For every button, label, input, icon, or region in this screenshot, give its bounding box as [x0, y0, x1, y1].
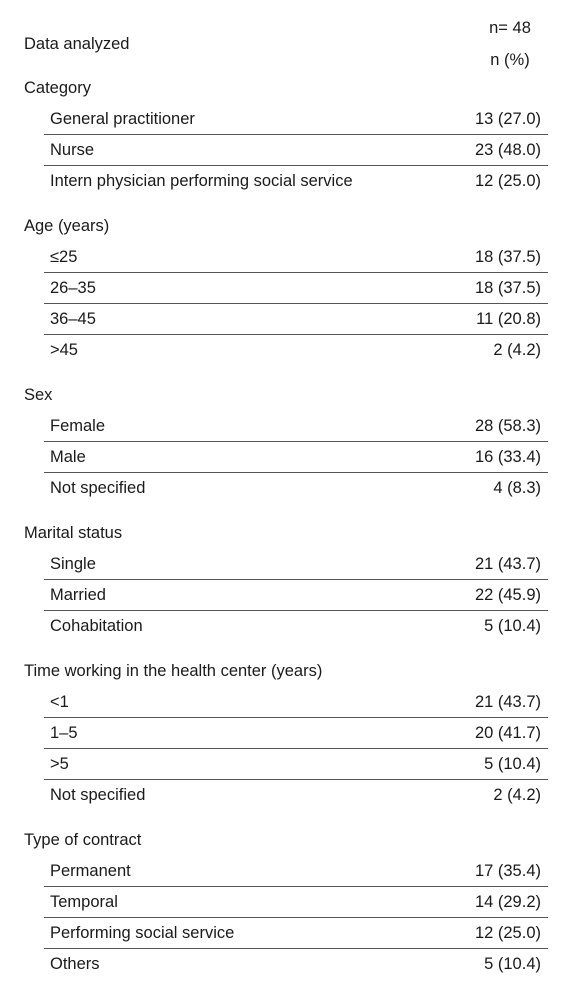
row-label: Performing social service	[50, 924, 235, 942]
row-value: 12 (25.0)	[474, 924, 541, 942]
row-label: Cohabitation	[50, 617, 143, 635]
row-value: 5 (10.4)	[484, 955, 541, 973]
row-divider	[44, 886, 548, 887]
row-value: 5 (10.4)	[484, 755, 541, 773]
row-divider	[44, 948, 548, 949]
row-value: 28 (58.3)	[474, 417, 541, 435]
row-label: 36–45	[50, 310, 96, 328]
row-divider	[44, 579, 548, 580]
row-divider	[44, 748, 548, 749]
row-value: 20 (41.7)	[474, 724, 541, 742]
row-divider	[44, 334, 548, 335]
group-title: Age (years)	[24, 217, 110, 235]
row-value: 18 (37.5)	[474, 248, 541, 266]
row-divider	[44, 165, 548, 166]
row-label: Not specified	[50, 479, 146, 497]
row-label: General practitioner	[50, 110, 195, 128]
row-value: 2 (4.2)	[493, 341, 541, 359]
row-divider	[44, 441, 548, 442]
row-label: 26–35	[50, 279, 96, 297]
row-divider	[44, 610, 548, 611]
row-label: Married	[50, 586, 106, 604]
row-value: 4 (8.3)	[493, 479, 541, 497]
row-divider	[44, 917, 548, 918]
row-value: 2 (4.2)	[493, 786, 541, 804]
row-divider	[44, 779, 548, 780]
row-divider	[44, 717, 548, 718]
row-label: >5	[50, 755, 69, 773]
row-label: Intern physician performing social servi…	[50, 172, 353, 190]
row-label: 1–5	[50, 724, 78, 742]
row-value: 16 (33.4)	[474, 448, 541, 466]
row-value: 13 (27.0)	[474, 110, 541, 128]
row-label: <1	[50, 693, 69, 711]
row-value: 5 (10.4)	[484, 617, 541, 635]
row-divider	[44, 272, 548, 273]
row-value: 14 (29.2)	[474, 893, 541, 911]
row-label: Nurse	[50, 141, 95, 159]
row-label: Single	[50, 555, 96, 573]
group-title: Sex	[24, 386, 53, 404]
row-label: Male	[50, 448, 86, 466]
row-divider	[44, 303, 548, 304]
row-divider	[44, 134, 548, 135]
group-title: Category	[24, 79, 91, 97]
row-label: Female	[50, 417, 106, 435]
row-label: Not specified	[50, 786, 146, 804]
row-divider	[44, 472, 548, 473]
header-unit: n (%)	[490, 51, 530, 69]
row-value: 11 (20.8)	[476, 310, 541, 328]
row-label: Temporal	[50, 893, 118, 911]
group-title: Type of contract	[24, 831, 142, 849]
group-title: Time working in the health center (years…	[24, 662, 323, 680]
row-value: 21 (43.7)	[474, 693, 541, 711]
row-value: 17 (35.4)	[474, 862, 541, 880]
row-value: 22 (45.9)	[474, 586, 541, 604]
row-label: Others	[50, 955, 100, 973]
header-label: Data analyzed	[24, 35, 130, 53]
row-value: 12 (25.0)	[474, 172, 541, 190]
row-label: ≤25	[50, 248, 78, 266]
row-value: 21 (43.7)	[474, 555, 541, 573]
header-n: n= 48	[489, 19, 531, 37]
group-title: Marital status	[24, 524, 123, 542]
row-label: Permanent	[50, 862, 131, 880]
row-label: >45	[50, 341, 78, 359]
row-value: 23 (48.0)	[474, 141, 541, 159]
row-value: 18 (37.5)	[474, 279, 541, 297]
